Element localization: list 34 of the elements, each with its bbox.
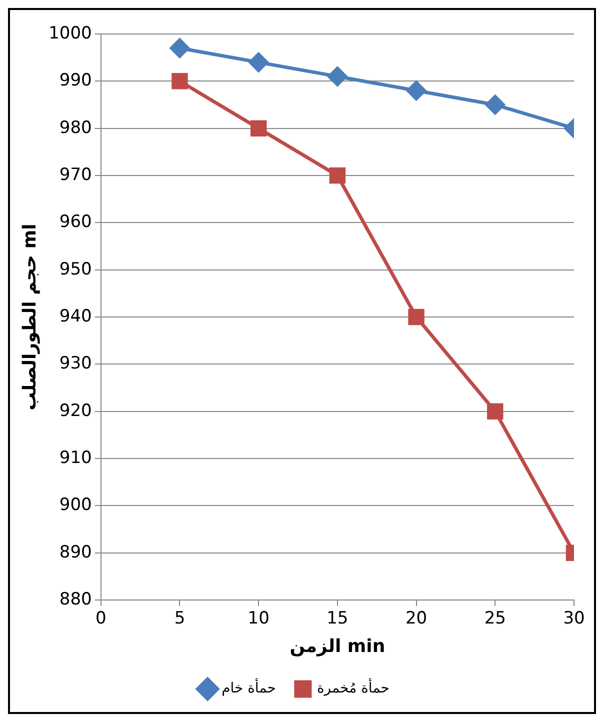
x-tick-label: 15 bbox=[326, 608, 348, 629]
legend-label: حمأة مُخمرة bbox=[316, 678, 390, 697]
y-tick-label: 970 bbox=[59, 164, 92, 185]
point bbox=[406, 80, 426, 100]
point bbox=[248, 52, 268, 72]
y-tick-label: 940 bbox=[59, 306, 92, 326]
legend-label: حمأة خام bbox=[222, 678, 276, 697]
y-tick-label: 1000 bbox=[48, 23, 92, 44]
y-axis-title: حجم الطورالصلب ml bbox=[19, 224, 40, 410]
point bbox=[408, 308, 424, 326]
point bbox=[485, 95, 505, 114]
y-tick-label: 900 bbox=[59, 495, 92, 516]
point bbox=[250, 120, 267, 136]
x-tick-label: 10 bbox=[248, 608, 270, 629]
y-tick-label: 890 bbox=[59, 542, 92, 562]
point bbox=[328, 66, 348, 86]
y-tick-label: 950 bbox=[59, 259, 92, 280]
y-tick-label: 990 bbox=[59, 70, 92, 91]
x-tick-label: 0 bbox=[95, 608, 106, 629]
y-tick-label: 920 bbox=[59, 400, 92, 421]
x-axis-title: الزمن min bbox=[290, 636, 386, 657]
x-tick-label: 5 bbox=[174, 608, 186, 629]
point bbox=[170, 38, 190, 58]
y-tick-label: 930 bbox=[59, 354, 92, 374]
point bbox=[172, 73, 188, 90]
x-tick-label: 20 bbox=[405, 608, 428, 629]
x-tick-label: 30 bbox=[563, 608, 585, 629]
y-tick-label: 980 bbox=[59, 118, 92, 138]
y-tick-label: 880 bbox=[59, 589, 92, 610]
y-tick-label: 910 bbox=[59, 448, 92, 468]
point bbox=[487, 403, 504, 420]
point bbox=[329, 167, 346, 184]
x-tick-label: 25 bbox=[484, 608, 506, 629]
y-tick-label: 960 bbox=[59, 212, 92, 232]
